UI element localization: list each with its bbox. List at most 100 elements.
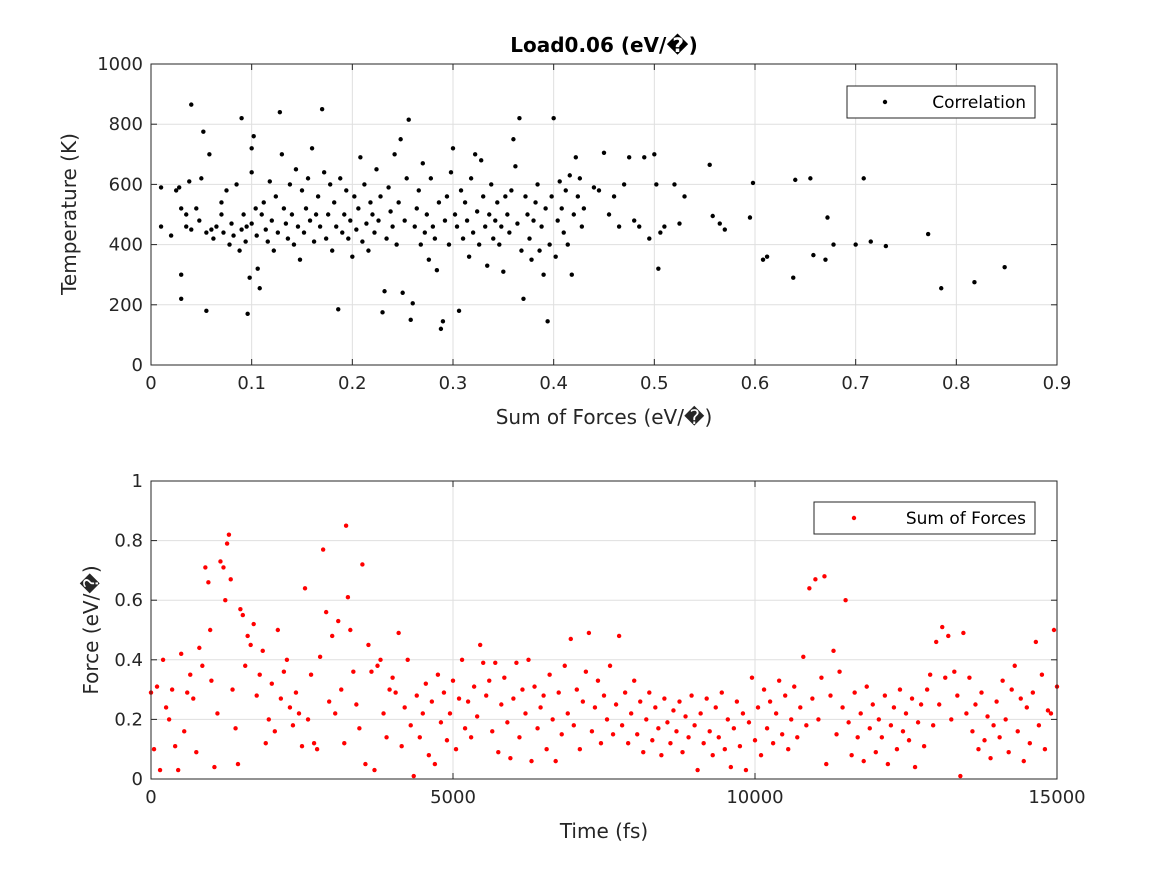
data-point xyxy=(278,696,284,701)
data-point xyxy=(191,696,196,701)
data-point xyxy=(1033,639,1039,645)
data-point xyxy=(927,672,933,677)
legend: Correlation xyxy=(846,85,1036,119)
data-point xyxy=(254,233,259,238)
x-tick-label: 0.3 xyxy=(439,373,468,394)
data-point xyxy=(526,657,531,662)
data-point xyxy=(707,729,712,734)
data-point xyxy=(393,690,398,695)
data-point xyxy=(444,738,450,743)
data-point xyxy=(621,182,627,187)
data-point xyxy=(596,188,602,193)
data-point xyxy=(883,243,889,249)
data-point xyxy=(517,115,522,121)
data-point xyxy=(613,702,619,707)
data-point xyxy=(915,720,921,725)
data-point xyxy=(384,735,389,740)
data-point xyxy=(495,200,500,205)
x-tick-label: 0.6 xyxy=(741,373,770,394)
legend-marker xyxy=(851,515,857,521)
x-tick-label: 0.9 xyxy=(1043,373,1072,394)
axes-box xyxy=(150,63,1058,366)
data-point xyxy=(958,773,963,779)
data-point xyxy=(656,266,661,271)
data-point xyxy=(226,532,232,537)
data-point xyxy=(333,711,338,716)
x-ticks: 0 0.1 0.2 0.3 0.4 0.5 0.6 0.7 0.8 0.9 xyxy=(145,64,1071,394)
data-point xyxy=(873,749,878,755)
data-point xyxy=(235,761,241,767)
data-point xyxy=(1030,690,1036,695)
data-point xyxy=(598,741,604,746)
data-point xyxy=(224,188,229,193)
data-point xyxy=(497,242,502,247)
data-point xyxy=(416,188,421,193)
data-point xyxy=(1003,717,1008,722)
data-point xyxy=(418,242,423,247)
data-point xyxy=(885,761,891,767)
data-point xyxy=(1006,749,1011,755)
chart-title: Load0.06 (eV/�) xyxy=(510,33,698,57)
data-point xyxy=(184,224,189,229)
data-point xyxy=(619,723,625,728)
data-point xyxy=(293,690,299,695)
data-point xyxy=(961,630,966,636)
data-point xyxy=(203,565,208,570)
x-axis-label: Sum of Forces (eV/�) xyxy=(496,405,713,429)
data-point xyxy=(653,705,658,710)
data-point xyxy=(508,755,513,761)
data-point xyxy=(248,642,253,648)
x-tick-label: 0.5 xyxy=(640,373,669,394)
data-point xyxy=(160,657,166,662)
data-point xyxy=(317,224,323,229)
data-point xyxy=(281,206,287,211)
data-point xyxy=(151,747,157,752)
data-point xyxy=(201,129,206,134)
data-point xyxy=(424,212,430,217)
data-point xyxy=(1048,711,1054,716)
data-point xyxy=(1042,747,1048,752)
data-point xyxy=(529,257,534,262)
data-point xyxy=(632,678,637,683)
data-point xyxy=(343,523,349,528)
data-point xyxy=(823,257,828,262)
data-point xyxy=(313,212,319,217)
data-point xyxy=(529,758,534,764)
data-point xyxy=(430,224,436,229)
x-tick-label: 0.4 xyxy=(539,373,568,394)
data-point xyxy=(257,286,262,291)
data-point xyxy=(271,248,277,253)
data-point xyxy=(380,310,385,315)
data-point xyxy=(592,705,598,710)
data-point xyxy=(559,206,564,211)
data-point xyxy=(1002,264,1007,270)
data-point xyxy=(474,209,480,214)
legend-marker xyxy=(882,99,888,105)
data-point xyxy=(668,741,673,746)
data-point xyxy=(1045,708,1051,713)
legend: Sum of Forces xyxy=(813,501,1036,535)
data-point xyxy=(273,194,279,199)
data-point xyxy=(388,209,393,214)
data-point xyxy=(565,711,570,716)
data-point xyxy=(199,176,204,181)
data-point xyxy=(527,236,532,241)
data-point xyxy=(434,267,440,273)
data-point xyxy=(493,660,498,665)
data-point xyxy=(179,651,184,657)
data-point xyxy=(432,236,438,241)
data-point xyxy=(976,747,981,752)
data-point xyxy=(943,675,948,680)
data-point xyxy=(577,176,583,181)
data-point xyxy=(837,669,842,674)
data-point xyxy=(326,699,332,704)
data-point xyxy=(435,672,441,677)
y-tick-label: 200 xyxy=(109,295,143,316)
data-point xyxy=(973,702,978,707)
data-point xyxy=(505,212,510,217)
data-point xyxy=(692,723,697,728)
data-point xyxy=(861,176,866,181)
data-point xyxy=(565,242,570,247)
data-point xyxy=(517,735,522,740)
data-point xyxy=(368,200,373,205)
